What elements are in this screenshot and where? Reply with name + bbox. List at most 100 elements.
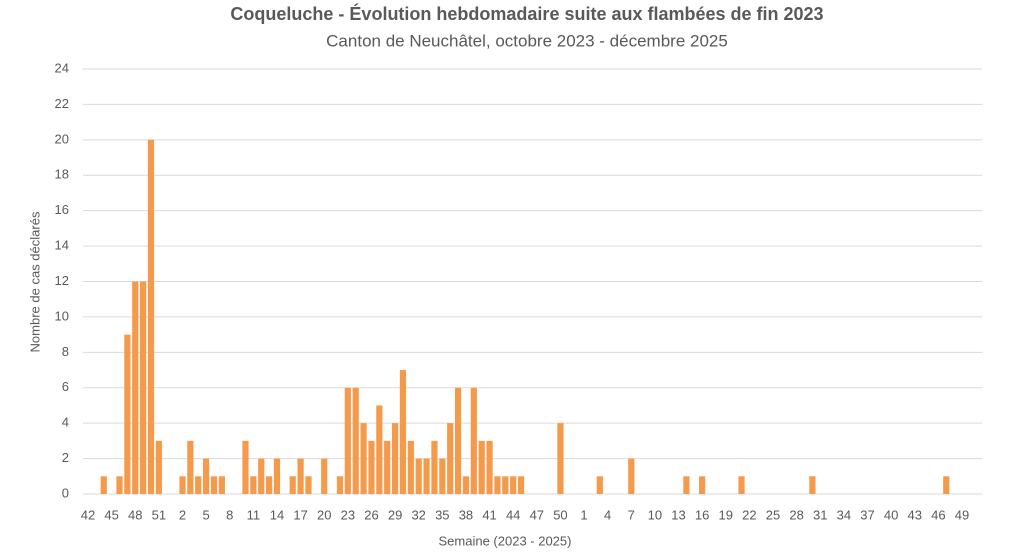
x-tick-label: 43 <box>908 507 922 522</box>
bar <box>699 476 706 494</box>
bar <box>391 423 399 494</box>
bar <box>439 458 446 494</box>
bar <box>195 476 202 494</box>
bar <box>250 476 257 494</box>
bar <box>399 370 407 494</box>
y-tick-label: 0 <box>62 485 69 500</box>
bar <box>297 458 304 494</box>
bar <box>415 458 422 494</box>
x-tick-label: 44 <box>506 507 520 522</box>
x-tick-label: 34 <box>837 507 851 522</box>
bar <box>132 281 139 494</box>
bar <box>289 476 296 494</box>
x-tick-label: 31 <box>813 507 827 522</box>
x-tick-label: 45 <box>104 507 118 522</box>
x-tick-label: 22 <box>742 507 756 522</box>
y-tick-label: 4 <box>62 415 69 430</box>
bar <box>447 423 454 494</box>
bar <box>486 440 493 494</box>
bar <box>384 440 391 494</box>
x-tick-label: 4 <box>604 507 611 522</box>
bar <box>462 476 470 494</box>
bar <box>124 334 131 494</box>
bar <box>470 387 477 494</box>
bar <box>943 476 950 494</box>
bar <box>140 281 147 494</box>
x-tick-label: 42 <box>81 507 95 522</box>
bar <box>557 423 564 494</box>
bar <box>305 476 312 494</box>
chart-subtitle: Canton de Neuchâtel, octobre 2023 - déce… <box>326 31 728 50</box>
bar <box>809 476 816 494</box>
y-tick-label: 10 <box>55 308 69 323</box>
x-tick-label: 38 <box>459 507 473 522</box>
y-tick-label: 12 <box>55 273 69 288</box>
bar <box>376 405 383 494</box>
x-tick-label: 2 <box>179 507 186 522</box>
x-tick-label: 29 <box>388 507 402 522</box>
bar <box>258 458 265 494</box>
bar <box>494 476 501 494</box>
bar <box>147 139 155 495</box>
x-tick-label: 8 <box>226 507 233 522</box>
bar <box>155 440 162 494</box>
bar <box>352 387 359 494</box>
x-tick-label: 16 <box>695 507 709 522</box>
y-tick-label: 16 <box>55 202 69 217</box>
bar <box>187 440 194 494</box>
bar <box>517 476 525 494</box>
x-tick-label: 51 <box>152 507 166 522</box>
bar <box>683 476 690 494</box>
x-tick-label: 47 <box>530 507 544 522</box>
bar <box>179 476 186 494</box>
bar <box>738 476 745 494</box>
x-tick-label: 26 <box>364 507 378 522</box>
x-tick-label: 20 <box>317 507 331 522</box>
y-tick-label: 18 <box>55 167 69 182</box>
x-tick-label: 5 <box>202 507 209 522</box>
x-tick-label: 14 <box>270 507 284 522</box>
bar <box>116 476 123 494</box>
x-tick-label: 25 <box>766 507 780 522</box>
bar <box>407 440 414 494</box>
bar <box>273 458 281 494</box>
x-tick-label: 17 <box>293 507 307 522</box>
bar <box>478 440 485 494</box>
bar <box>321 458 328 494</box>
x-tick-label: 35 <box>435 507 449 522</box>
x-tick-label: 19 <box>719 507 733 522</box>
y-tick-label: 22 <box>55 96 69 111</box>
bar <box>100 476 107 494</box>
chart-title: Coqueluche - Évolution hebdomadaire suit… <box>230 3 823 24</box>
y-axis-title: Nombre de cas déclarés <box>27 211 42 352</box>
x-tick-label: 13 <box>671 507 685 522</box>
y-tick-label: 24 <box>55 60 69 75</box>
bar <box>360 423 367 494</box>
bar <box>454 387 462 494</box>
x-tick-label: 40 <box>884 507 898 522</box>
bar <box>502 476 509 494</box>
x-axis-title: Semaine (2023 - 2025) <box>439 533 572 548</box>
bar <box>596 476 603 494</box>
x-tick-label: 32 <box>411 507 425 522</box>
x-tick-label: 41 <box>482 507 496 522</box>
bar <box>344 387 351 494</box>
x-tick-label: 1 <box>580 507 587 522</box>
bar <box>265 476 273 494</box>
y-tick-label: 20 <box>55 131 69 146</box>
x-tick-label: 11 <box>247 507 261 522</box>
x-tick-label: 37 <box>860 507 874 522</box>
bar <box>242 440 249 494</box>
y-tick-label: 14 <box>55 238 69 253</box>
bar <box>423 458 430 494</box>
bar <box>203 458 210 494</box>
bar <box>628 458 635 494</box>
bar <box>210 476 218 494</box>
x-tick-label: 28 <box>789 507 803 522</box>
bar <box>431 440 438 494</box>
y-tick-label: 2 <box>62 450 69 465</box>
x-tick-label: 23 <box>341 507 355 522</box>
bar <box>336 476 344 494</box>
x-tick-label: 50 <box>553 507 567 522</box>
